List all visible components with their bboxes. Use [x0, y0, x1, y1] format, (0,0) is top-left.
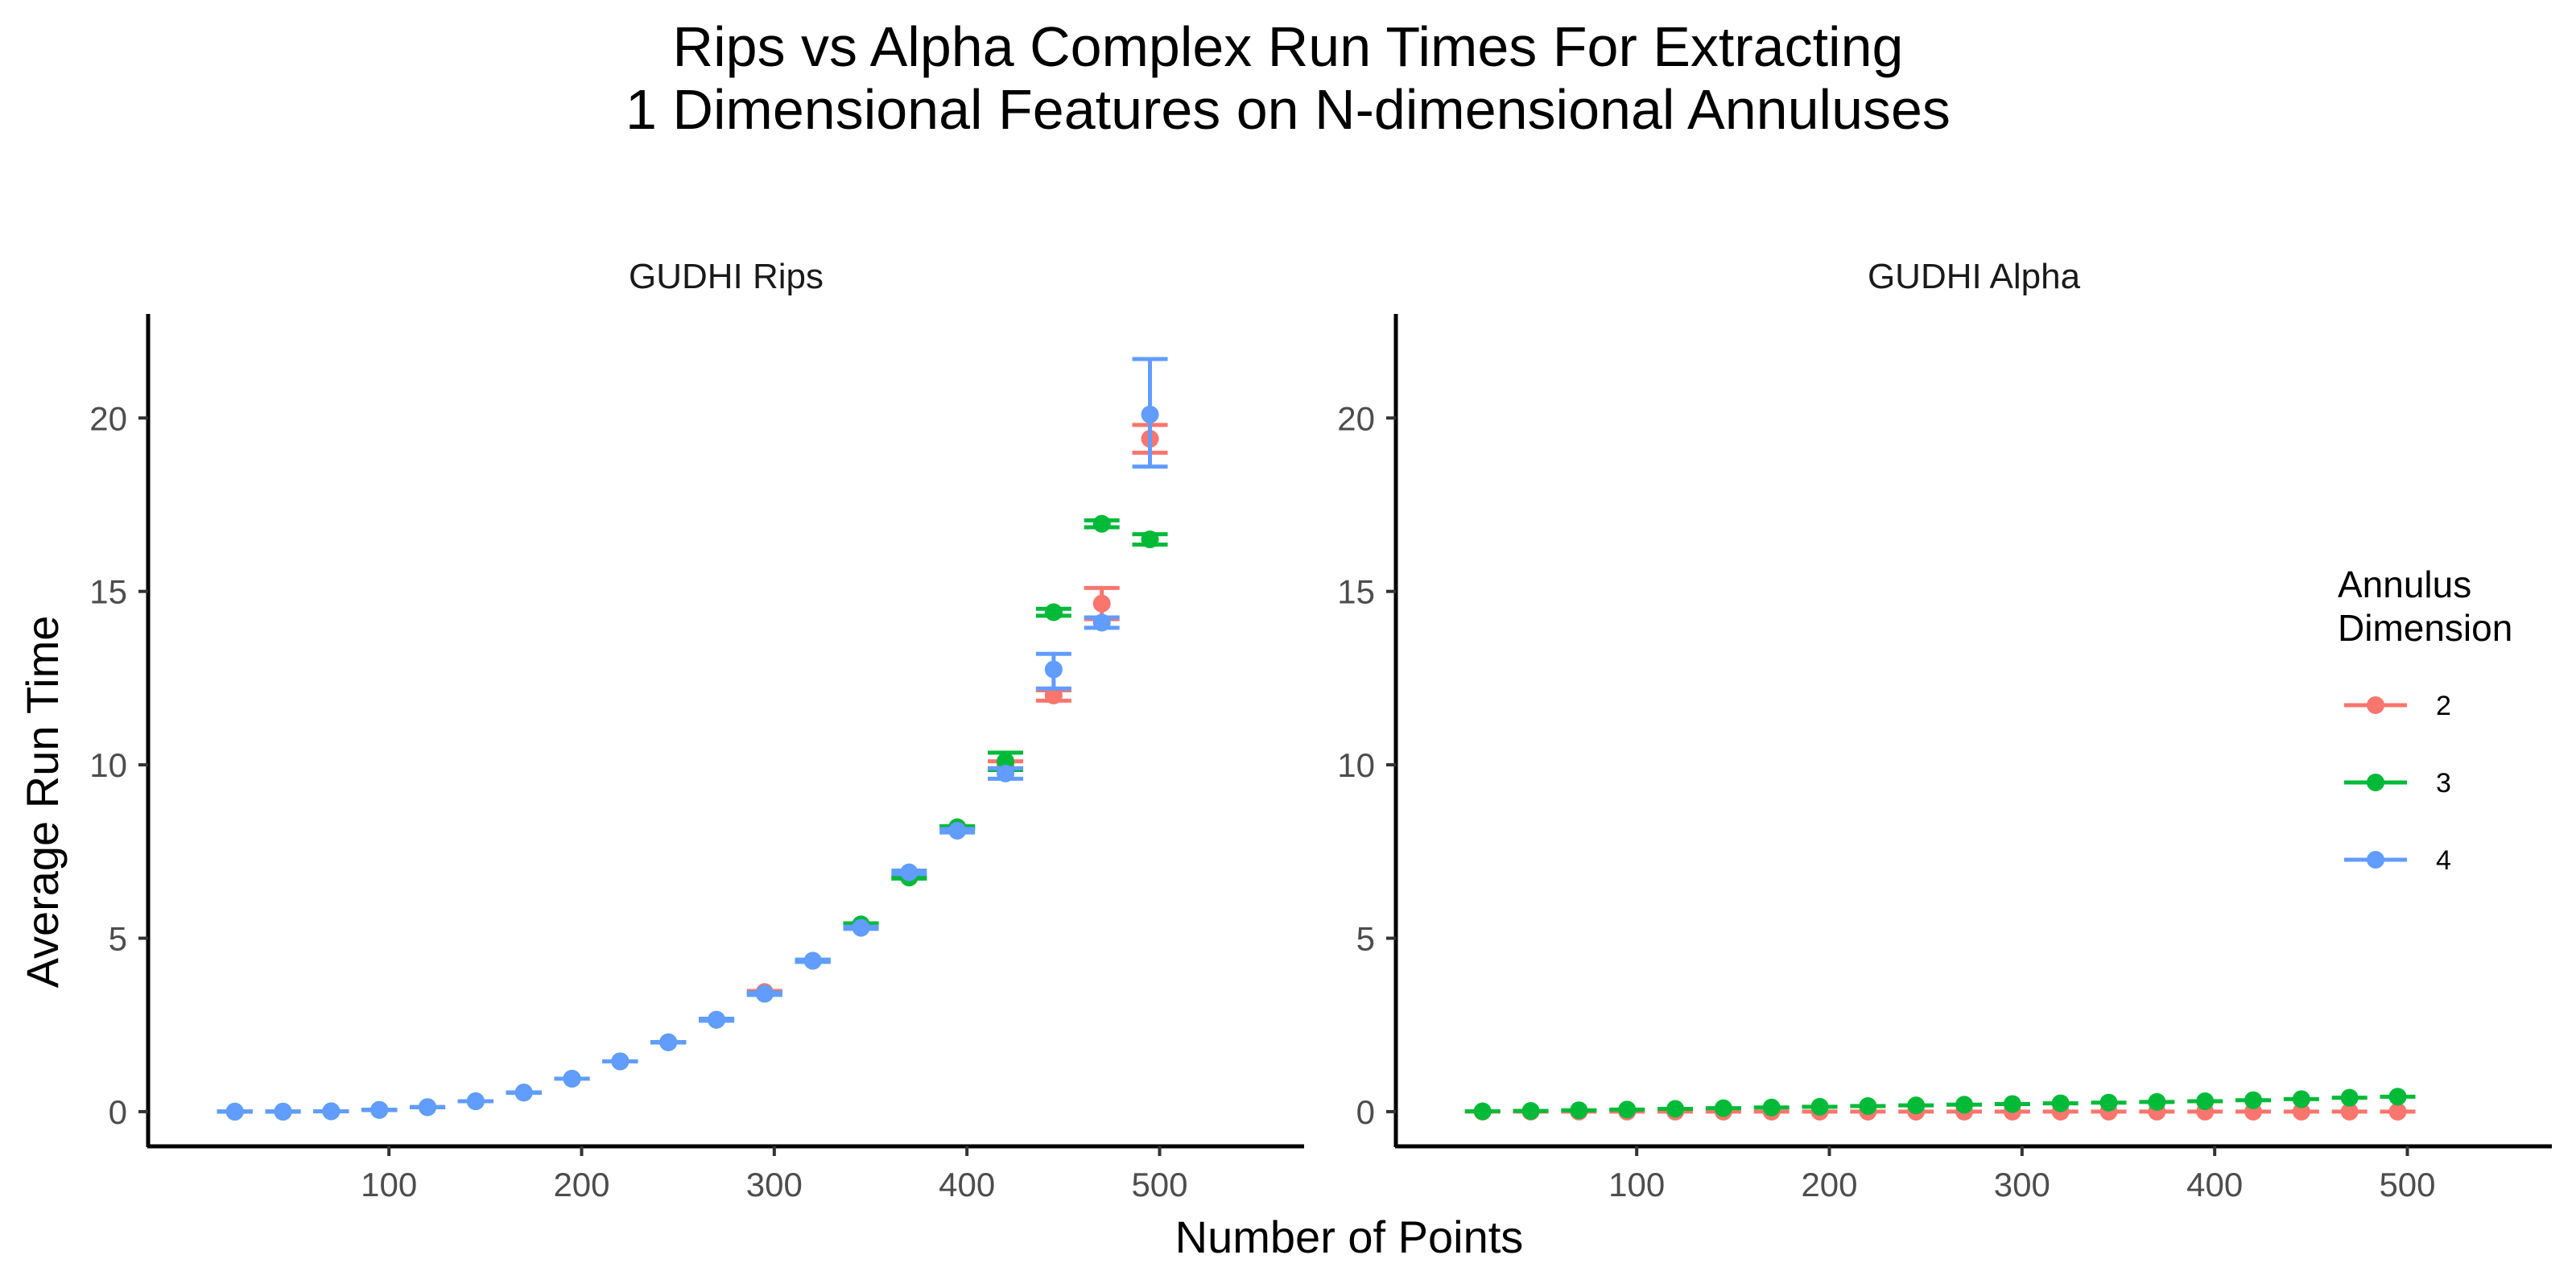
data-point — [2099, 1093, 2118, 1112]
data-point — [419, 1098, 437, 1117]
legend-title-line-2: Dimension — [2338, 607, 2512, 649]
legend-key-point — [2367, 774, 2384, 791]
data-point — [2196, 1092, 2215, 1110]
data-point — [1521, 1102, 1540, 1121]
data-point — [659, 1033, 678, 1051]
data-point — [1141, 530, 1159, 549]
y-tick-label: 0 — [109, 1093, 127, 1131]
data-point — [1955, 1096, 1974, 1114]
data-point — [1141, 405, 1159, 423]
data-point — [1092, 514, 1111, 533]
data-point — [370, 1100, 389, 1119]
data-point — [755, 985, 774, 1003]
x-tick-label: 400 — [939, 1166, 995, 1203]
data-point — [1762, 1098, 1781, 1117]
data-point — [2148, 1092, 2166, 1111]
data-point — [997, 764, 1015, 782]
chart-title-line-2: 1 Dimensional Features on N-dimensional … — [625, 78, 1951, 141]
panel-title-rips: GUDHI Rips — [629, 257, 824, 296]
y-tick-label: 15 — [89, 573, 127, 611]
legend-label-3: 3 — [2436, 768, 2451, 799]
data-point — [948, 821, 967, 840]
data-point — [563, 1069, 581, 1088]
legend-label-2: 2 — [2436, 691, 2451, 721]
panel-title-alpha: GUDHI Alpha — [1868, 257, 2081, 296]
y-tick-label: 15 — [1337, 573, 1375, 611]
data-point — [1044, 603, 1063, 621]
x-tick-label: 100 — [361, 1166, 417, 1203]
data-point — [1092, 613, 1111, 632]
data-point — [2340, 1102, 2359, 1121]
data-point — [900, 863, 919, 881]
x-axis-title: Number of Points — [1175, 1212, 1524, 1262]
x-tick-label: 400 — [2186, 1166, 2243, 1203]
data-point — [466, 1092, 485, 1110]
legend-key-point — [2367, 696, 2384, 714]
series-3 — [1464, 1088, 2416, 1121]
data-point — [2388, 1102, 2407, 1121]
data-point — [611, 1052, 630, 1071]
data-point — [1810, 1097, 1829, 1116]
data-point — [225, 1102, 244, 1121]
x-tick-label: 200 — [1801, 1166, 1857, 1203]
y-tick-label: 10 — [1337, 746, 1375, 784]
series-4 — [217, 357, 1168, 1121]
data-point — [274, 1102, 292, 1121]
data-point — [322, 1102, 341, 1121]
data-point — [1044, 660, 1063, 679]
data-point — [852, 919, 870, 937]
data-point — [2003, 1095, 2021, 1113]
data-point — [803, 952, 822, 970]
data-point — [1092, 594, 1111, 613]
x-tick-label: 500 — [2379, 1166, 2435, 1203]
data-point — [1859, 1097, 1877, 1116]
data-point — [1907, 1096, 1926, 1115]
series-2 — [1464, 1102, 2416, 1121]
data-point — [1714, 1099, 1732, 1117]
panel-alpha: 0 5 10 15 20 100 200 300 400 500 — [1337, 314, 2552, 1203]
y-tick-label: 0 — [1356, 1093, 1375, 1131]
x-tick-label: 500 — [1131, 1166, 1187, 1203]
series-3 — [217, 514, 1168, 1121]
data-point — [1044, 686, 1063, 704]
y-tick-label: 20 — [89, 399, 127, 437]
legend-title-line-1: Annulus — [2338, 564, 2471, 605]
data-point — [1473, 1102, 1492, 1121]
y-tick-label: 20 — [1337, 399, 1375, 437]
data-point — [514, 1084, 533, 1102]
y-axis-title: Average Run Time — [17, 616, 68, 989]
data-point — [2244, 1091, 2263, 1109]
data-point — [1666, 1100, 1685, 1118]
x-tick-label: 200 — [553, 1166, 609, 1203]
legend-key-point — [2367, 851, 2384, 869]
legend: Annulus Dimension 2 3 4 — [2338, 564, 2512, 876]
chart-title-line-1: Rips vs Alpha Complex Run Times For Extr… — [673, 15, 1904, 78]
data-point — [2292, 1090, 2310, 1108]
x-tick-label: 100 — [1608, 1166, 1665, 1203]
data-point — [2051, 1094, 2070, 1113]
data-point — [997, 752, 1015, 770]
panel-rips: 0 5 10 15 20 100 200 300 400 500 — [89, 314, 1304, 1203]
data-point — [1570, 1101, 1588, 1120]
series-2 — [217, 423, 1168, 1121]
x-tick-label: 300 — [746, 1166, 803, 1203]
data-point — [1618, 1100, 1637, 1119]
x-tick-label: 300 — [1994, 1166, 2050, 1203]
legend-label-4: 4 — [2436, 845, 2451, 876]
y-tick-label: 10 — [89, 746, 127, 784]
y-tick-label: 5 — [1356, 920, 1375, 958]
data-point — [2340, 1088, 2359, 1107]
data-point — [2388, 1088, 2407, 1106]
y-tick-label: 5 — [109, 920, 127, 958]
data-point — [2292, 1102, 2310, 1121]
data-point — [708, 1010, 726, 1029]
